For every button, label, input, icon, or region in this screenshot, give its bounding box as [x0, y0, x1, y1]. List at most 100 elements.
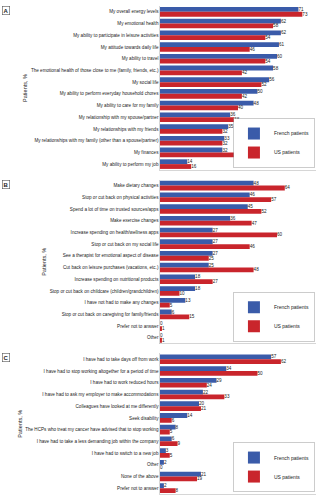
- svg-text:Prefer not to answer: Prefer not to answer: [117, 486, 159, 491]
- svg-text:My ability to perform everyday: My ability to perform everyday household…: [60, 91, 160, 96]
- svg-text:21: 21: [201, 472, 207, 477]
- svg-text:32: 32: [222, 141, 228, 146]
- svg-text:32: 32: [222, 148, 228, 153]
- svg-text:I have had to switch to a new: I have had to switch to a new job: [92, 451, 159, 456]
- svg-text:71: 71: [298, 7, 304, 12]
- svg-text:25: 25: [209, 256, 215, 261]
- svg-text:I have not had to make any cha: I have not had to make any changes: [84, 300, 159, 305]
- svg-text:US patients: US patients: [274, 474, 300, 480]
- svg-text:16: 16: [191, 164, 197, 169]
- svg-text:Patients, %: Patients, %: [41, 248, 47, 276]
- svg-text:1: 1: [162, 326, 165, 331]
- svg-text:48: 48: [254, 267, 260, 272]
- svg-text:0: 0: [160, 321, 163, 326]
- svg-text:57: 57: [271, 197, 277, 202]
- svg-text:US patients: US patients: [274, 149, 300, 155]
- svg-text:Spend a lot of time on trusted: Spend a lot of time on trusted sources/a…: [70, 207, 159, 212]
- svg-text:Other: Other: [147, 335, 159, 340]
- svg-text:27: 27: [213, 239, 219, 244]
- svg-text:Colleagues have looked at me d: Colleagues have looked at me differently: [76, 404, 160, 409]
- svg-text:My attitude towards daily life: My attitude towards daily life: [101, 45, 159, 50]
- svg-text:My relationships with my frien: My relationships with my friends: [93, 127, 159, 132]
- svg-text:None of the above: None of the above: [121, 474, 159, 479]
- svg-text:22: 22: [203, 390, 209, 395]
- svg-text:35: 35: [228, 124, 234, 129]
- svg-text:13: 13: [185, 298, 191, 303]
- svg-text:See a therapist for emotional: See a therapist for emotional aspect of …: [63, 253, 159, 258]
- svg-text:5: 5: [170, 303, 173, 308]
- svg-text:50: 50: [258, 371, 264, 376]
- svg-text:I have had to stop working alt: I have had to stop working altogether fo…: [44, 369, 159, 374]
- svg-text:10: 10: [180, 291, 186, 296]
- svg-text:45: 45: [248, 204, 254, 209]
- svg-text:The HCPs who treat my cancer h: The HCPs who treat my cancer have advise…: [25, 427, 159, 432]
- svg-text:US patients: US patients: [274, 323, 300, 329]
- svg-text:French patients: French patients: [274, 304, 309, 310]
- svg-text:5: 5: [170, 453, 173, 458]
- svg-text:46: 46: [250, 192, 256, 197]
- svg-text:Stop or cut back on childcare: Stop or cut back on childcare (children/…: [50, 289, 159, 294]
- svg-text:27: 27: [213, 279, 219, 284]
- svg-text:Make exercise changes: Make exercise changes: [110, 218, 159, 223]
- svg-text:My relationships with my famil: My relationships with my family (other t…: [34, 138, 159, 143]
- svg-text:40: 40: [238, 105, 244, 110]
- svg-text:54: 54: [265, 59, 271, 64]
- svg-text:I have had to take a less dema: I have had to take a less demanding job …: [37, 439, 160, 444]
- svg-text:A: A: [4, 8, 9, 14]
- svg-text:73: 73: [302, 12, 308, 17]
- svg-text:6: 6: [172, 310, 175, 315]
- svg-text:Patients, %: Patients, %: [17, 410, 23, 438]
- svg-text:My ability to participate in l: My ability to participate in leisure act…: [73, 33, 159, 38]
- svg-text:60: 60: [277, 54, 283, 59]
- svg-text:48: 48: [254, 181, 260, 186]
- svg-text:19: 19: [197, 476, 203, 481]
- svg-text:48: 48: [254, 101, 260, 106]
- svg-text:64: 64: [285, 185, 291, 190]
- svg-text:34: 34: [226, 366, 232, 371]
- svg-text:3: 3: [166, 448, 169, 453]
- svg-text:I have had to work reduced hou: I have had to work reduced hours: [90, 380, 159, 385]
- svg-text:Increase spending on nutrition: Increase spending on nutritional product…: [74, 277, 159, 282]
- svg-text:33: 33: [224, 136, 230, 141]
- svg-text:57: 57: [271, 354, 277, 359]
- svg-text:My relationship with my spouse: My relationship with my spouse/partner: [79, 115, 159, 120]
- svg-text:62: 62: [281, 359, 287, 364]
- svg-text:Stop or cut back on my social: Stop or cut back on my social life: [91, 242, 159, 247]
- svg-text:32: 32: [222, 129, 228, 134]
- svg-text:18: 18: [195, 286, 201, 291]
- svg-text:52: 52: [261, 209, 267, 214]
- svg-text:6: 6: [172, 436, 175, 441]
- svg-text:27: 27: [213, 228, 219, 233]
- svg-text:2: 2: [164, 483, 167, 488]
- svg-text:French patients: French patients: [274, 455, 309, 461]
- svg-text:42: 42: [242, 70, 248, 75]
- svg-text:27: 27: [213, 251, 219, 256]
- svg-text:62: 62: [281, 19, 287, 24]
- svg-text:Stop or cut back on physical a: Stop or cut back on physical activities: [82, 195, 159, 200]
- svg-text:I have had to take days off fr: I have had to take days off from work: [83, 357, 159, 362]
- svg-text:Prefer not to answer: Prefer not to answer: [117, 324, 159, 329]
- svg-text:2: 2: [164, 460, 167, 465]
- svg-text:1: 1: [162, 338, 165, 343]
- svg-text:My emotional health: My emotional health: [117, 21, 159, 26]
- svg-text:29: 29: [217, 378, 223, 383]
- svg-text:52: 52: [261, 82, 267, 87]
- svg-text:My social life: My social life: [132, 80, 159, 85]
- svg-text:Cut back on leisure purchases: Cut back on leisure purchases (vacations…: [63, 265, 159, 270]
- svg-text:46: 46: [250, 244, 256, 249]
- svg-text:54: 54: [265, 35, 271, 40]
- svg-text:21: 21: [201, 406, 207, 411]
- svg-text:24: 24: [207, 383, 213, 388]
- svg-text:5: 5: [170, 429, 173, 434]
- svg-text:62: 62: [281, 30, 287, 35]
- svg-text:42: 42: [242, 94, 248, 99]
- svg-text:I have had to ask my employer: I have had to ask my employer to make ac…: [42, 392, 159, 397]
- svg-text:58: 58: [273, 23, 279, 28]
- svg-text:Patients, %: Patients, %: [22, 74, 28, 102]
- svg-text:46: 46: [250, 47, 256, 52]
- svg-text:The emotional health of those: The emotional health of those close to m…: [31, 68, 159, 73]
- svg-text:My overall energy levels: My overall energy levels: [109, 9, 159, 14]
- svg-text:33: 33: [224, 394, 230, 399]
- svg-text:58: 58: [273, 66, 279, 71]
- svg-text:56: 56: [269, 77, 275, 82]
